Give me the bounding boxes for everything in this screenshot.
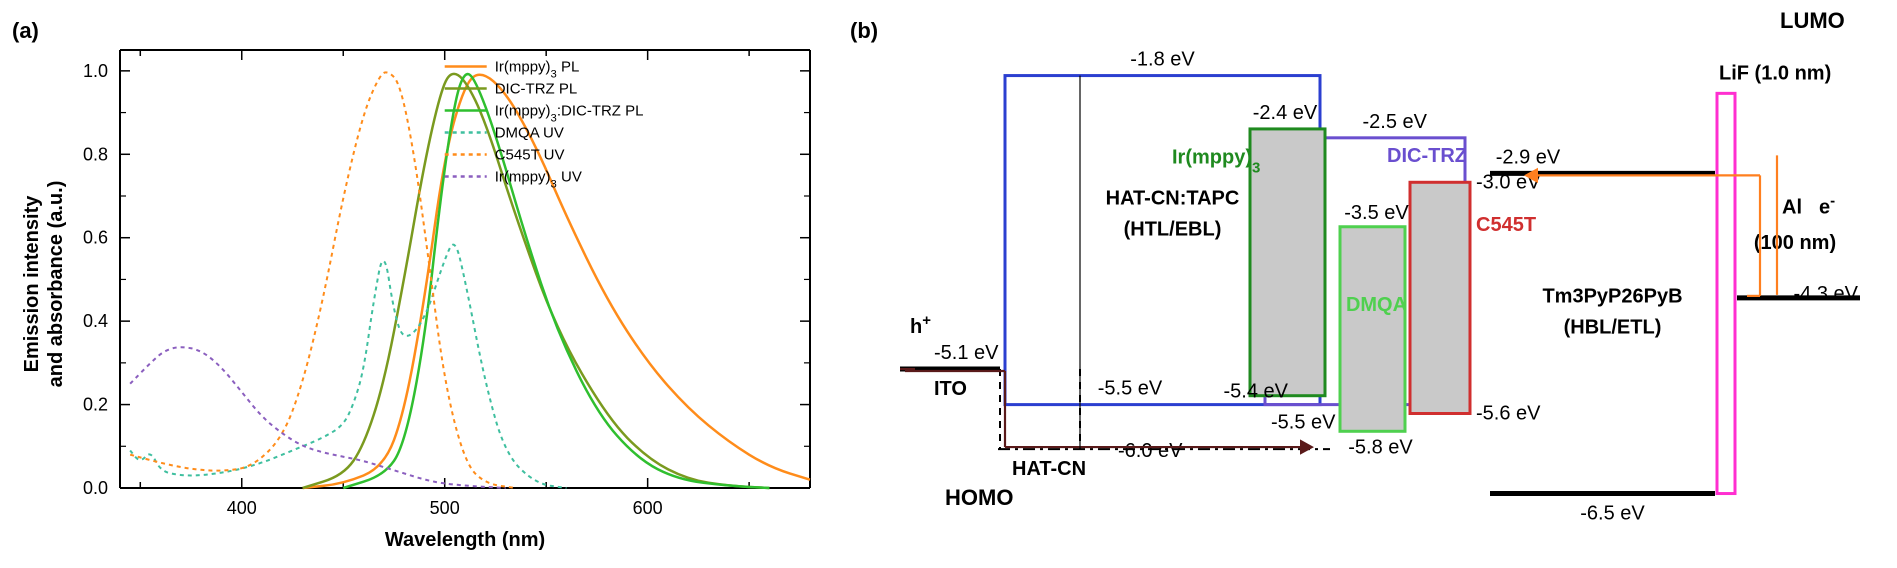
svg-text:1.0: 1.0 xyxy=(83,61,108,81)
svg-text:DMQA: DMQA xyxy=(1346,294,1407,316)
svg-text:0.2: 0.2 xyxy=(83,395,108,415)
svg-text:-6.5 eV: -6.5 eV xyxy=(1580,503,1645,525)
svg-text:LiF (1.0 nm): LiF (1.0 nm) xyxy=(1719,62,1831,84)
svg-text:-2.5 eV: -2.5 eV xyxy=(1363,111,1428,133)
svg-text:400: 400 xyxy=(227,498,257,518)
svg-text:Al: Al xyxy=(1782,196,1802,218)
svg-text:h+: h+ xyxy=(910,312,931,339)
svg-text:0.6: 0.6 xyxy=(83,228,108,248)
svg-text:Tm3PyP26PyB: Tm3PyP26PyB xyxy=(1542,285,1682,307)
svg-text:0.8: 0.8 xyxy=(83,144,108,164)
svg-text:-4.3 eV: -4.3 eV xyxy=(1794,283,1859,305)
svg-text:(HBL/ETL): (HBL/ETL) xyxy=(1564,316,1662,338)
curve-c545t-uv xyxy=(130,72,516,488)
svg-text:-5.1 eV: -5.1 eV xyxy=(934,342,999,364)
svg-text:HAT-CN: HAT-CN xyxy=(1012,458,1086,480)
svg-text:-5.8 eV: -5.8 eV xyxy=(1348,436,1413,458)
svg-text:600: 600 xyxy=(633,498,663,518)
svg-text:-2.9 eV: -2.9 eV xyxy=(1496,146,1561,168)
energy-level-diagram: LUMO HOMO -1.8 eV HAT-CN:TAPC (HTL/EBL) -5.5 … xyxy=(850,0,1897,568)
svg-text:-5.5 eV: -5.5 eV xyxy=(1271,412,1336,434)
svg-text:0.4: 0.4 xyxy=(83,311,108,331)
svg-text:and absorbance (a.u.): and absorbance (a.u.) xyxy=(45,181,67,388)
svg-text:ITO: ITO xyxy=(934,378,967,400)
svg-text:500: 500 xyxy=(430,498,460,518)
legend-item: DIC-TRZ PL xyxy=(495,81,578,98)
curve-dmqa-uv xyxy=(130,245,566,488)
legend-item: Ir(mppy)3:DIC-TRZ PL xyxy=(495,103,644,125)
svg-text:Emission intensity: Emission intensity xyxy=(21,195,43,373)
svg-text:LUMO: LUMO xyxy=(1780,8,1845,33)
svg-text:HOMO: HOMO xyxy=(945,485,1013,510)
legend-item: Ir(mppy)3 PL xyxy=(495,59,580,81)
svg-text:-6.0 eV: -6.0 eV xyxy=(1118,440,1183,462)
curve-ir-mppy-3-uv xyxy=(130,347,505,488)
svg-text:DIC-TRZ: DIC-TRZ xyxy=(1387,145,1467,167)
svg-text:C545T: C545T xyxy=(1476,214,1536,236)
svg-text:Wavelength (nm): Wavelength (nm) xyxy=(385,529,545,551)
svg-text:-5.6 eV: -5.6 eV xyxy=(1476,403,1541,425)
svg-text:Ir(mppy)3: Ir(mppy)3 xyxy=(1172,147,1260,177)
svg-text:HAT-CN:TAPC: HAT-CN:TAPC xyxy=(1106,188,1240,210)
svg-text:0.0: 0.0 xyxy=(83,478,108,498)
svg-text:e-: e- xyxy=(1819,192,1835,219)
legend-item: C545T UV xyxy=(495,147,565,164)
svg-text:(HTL/EBL): (HTL/EBL) xyxy=(1124,219,1222,241)
svg-text:-2.4 eV: -2.4 eV xyxy=(1253,102,1318,124)
legend-item: DMQA UV xyxy=(495,125,564,142)
svg-text:-1.8 eV: -1.8 eV xyxy=(1130,49,1195,71)
panel-a-label: (a) xyxy=(12,18,39,44)
svg-text:-5.4 eV: -5.4 eV xyxy=(1224,381,1289,403)
panel-b-label: (b) xyxy=(850,18,878,44)
legend-item: Ir(mppy)3 UV xyxy=(495,169,582,191)
spectra-chart: 400 500 600 0.0 0.2 0.4 0.6 0.8 1.0 Wavelength (n… xyxy=(0,0,850,568)
svg-text:-3.5 eV: -3.5 eV xyxy=(1344,202,1409,224)
svg-text:(100 nm): (100 nm) xyxy=(1754,232,1836,254)
svg-text:-5.5 eV: -5.5 eV xyxy=(1098,378,1163,400)
